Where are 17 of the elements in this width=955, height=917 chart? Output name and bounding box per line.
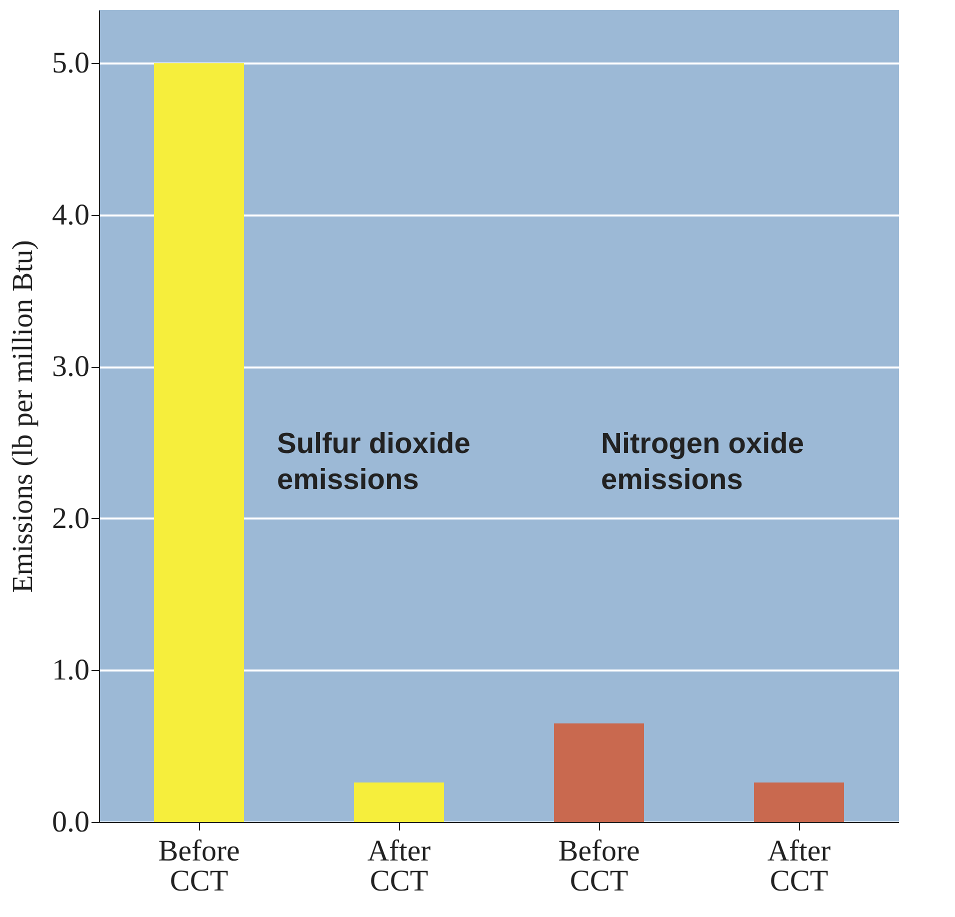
x-tick-label: After CCT	[767, 834, 831, 898]
annotation: Nitrogen oxide emissions	[601, 428, 804, 496]
x-tick-label: After CCT	[367, 834, 431, 898]
y-tick-label: 5.0	[52, 46, 90, 80]
x-tick-label: Before CCT	[158, 834, 240, 898]
y-tick-label: 0.0	[52, 806, 90, 838]
bar	[154, 63, 244, 822]
y-tick-label: 1.0	[52, 654, 90, 687]
y-axis-title: Emissions (lb per million Btu)	[7, 240, 39, 593]
y-tick-label: 3.0	[52, 350, 90, 384]
x-tick-label: Before CCT	[558, 834, 640, 898]
y-tick-label: 4.0	[52, 198, 90, 232]
bar	[354, 782, 444, 822]
y-tick-label: 2.0	[52, 502, 90, 535]
annotation: Sulfur dioxide emissions	[277, 428, 470, 496]
bar	[754, 782, 844, 822]
bar	[554, 723, 644, 822]
